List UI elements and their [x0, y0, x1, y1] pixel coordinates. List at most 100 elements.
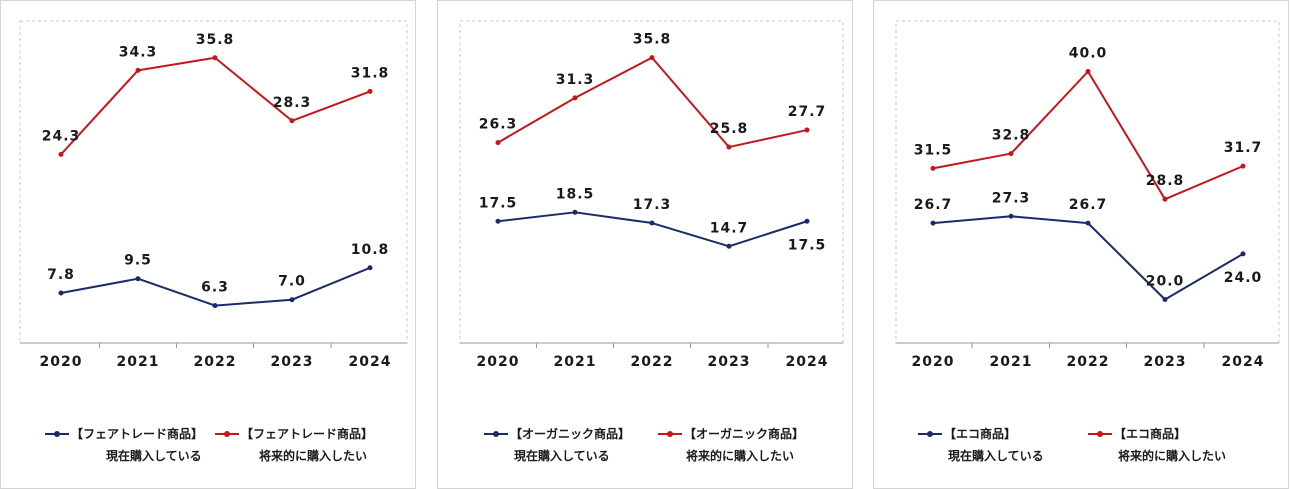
data-point: [1162, 297, 1168, 302]
data-point: [1008, 213, 1014, 219]
legend-label-line1: 【エコ商品】: [944, 427, 1017, 441]
chart-svg: 2020 2021 2022 2023 2024 17.5 18.5 17.3 14.7 17.5…: [459, 20, 844, 370]
legend-label-line1: 【オーガニック商品】: [684, 427, 805, 441]
data-point: [572, 95, 578, 101]
x-tick-label: 2021: [554, 354, 597, 370]
plot-area: [459, 20, 844, 344]
legend-swatch-future: [1088, 431, 1112, 437]
data-label: 34.3: [119, 44, 158, 60]
x-tick-label: 2024: [786, 354, 829, 370]
chart-panel-fairtrade: 2020 2021 2022 2023 2024 7.8 9.5 6.3 7.0 10.8 24.3…: [0, 0, 416, 489]
data-label: 26.7: [914, 197, 953, 213]
series-line-future: [932, 70, 1244, 201]
x-tick-label: 2023: [271, 354, 314, 370]
data-label: 31.3: [556, 72, 595, 88]
x-tick-label: 2022: [194, 354, 237, 370]
data-label: 27.7: [788, 104, 827, 120]
data-point: [58, 151, 64, 157]
data-point: [135, 276, 141, 282]
legend-label-line1: 【オーガニック商品】: [510, 427, 631, 441]
series-line-future: [497, 56, 808, 149]
data-label: 26.3: [479, 117, 518, 133]
data-label: 9.5: [124, 253, 152, 269]
legend-label-line1: 【フェアトレード商品】: [241, 427, 374, 441]
data-label: 28.3: [273, 95, 312, 111]
data-label: 10.8: [351, 242, 390, 258]
data-label: 35.8: [196, 32, 235, 48]
data-label: 6.3: [201, 280, 229, 296]
chart-svg: 2020 2021 2022 2023 2024 7.8 9.5 6.3 7.0 10.8 24.3…: [19, 20, 408, 370]
data-point: [212, 55, 218, 61]
legend-label-line1: 【エコ商品】: [1114, 427, 1187, 441]
data-label: 7.0: [278, 274, 306, 290]
data-point: [726, 144, 732, 150]
legend-label-line2: 現在購入している: [106, 449, 202, 463]
data-point: [1240, 163, 1246, 169]
chart-panel-organic: 2020 2021 2022 2023 2024 17.5 18.5 17.3 14.7 17.5…: [437, 0, 853, 489]
legend-label-line2: 現在購入している: [514, 449, 610, 463]
data-point: [495, 218, 501, 224]
data-point: [367, 88, 373, 94]
data-point: [289, 297, 295, 303]
data-label: 31.7: [1224, 140, 1263, 156]
legend-label-line1: 【フェアトレード商品】: [71, 427, 204, 441]
x-tick-label: 2021: [117, 354, 160, 370]
legend: 【オーガニック商品】 現在購入している 【オーガニック商品】 将来的に購入したい: [438, 425, 854, 465]
data-point: [804, 127, 810, 133]
x-tick-label: 2022: [1067, 354, 1110, 370]
x-tick-label: 2022: [631, 354, 674, 370]
data-point: [1240, 251, 1246, 257]
x-tick-label: 2024: [349, 354, 392, 370]
data-label: 27.3: [992, 190, 1031, 206]
data-point: [1162, 196, 1168, 202]
series-line-current: [497, 211, 808, 248]
x-tick-label: 2020: [477, 354, 520, 370]
x-tick-label: 2023: [708, 354, 751, 370]
data-label: 40.0: [1069, 46, 1108, 62]
legend-label-line2: 将来的に購入したい: [259, 449, 368, 463]
data-point: [1085, 69, 1091, 74]
chart-panel-eco: 2020 2021 2022 2023 2024 26.7 27.3 26.7 20.0 24.0…: [873, 0, 1289, 489]
data-point: [804, 218, 810, 224]
legend-swatch-future: [658, 431, 682, 437]
data-label: 17.3: [633, 197, 672, 213]
data-point: [1085, 220, 1091, 226]
data-point: [367, 265, 373, 271]
data-point: [58, 290, 64, 296]
x-tick-label: 2020: [40, 354, 83, 370]
data-label: 26.7: [1069, 197, 1108, 213]
legend-swatch-current: [484, 431, 508, 437]
data-point: [495, 140, 501, 146]
x-tick-label: 2023: [1144, 354, 1187, 370]
data-label: 20.0: [1146, 274, 1185, 290]
data-label: 32.8: [992, 128, 1031, 144]
data-label: 24.0: [1224, 270, 1263, 286]
data-point: [649, 55, 655, 61]
data-label: 18.5: [556, 186, 595, 202]
data-point: [212, 303, 218, 309]
data-label: 25.8: [710, 121, 749, 137]
legend-label-line2: 現在購入している: [948, 449, 1044, 463]
data-point: [135, 67, 141, 73]
x-tick-label: 2024: [1222, 354, 1265, 370]
data-label: 28.8: [1146, 173, 1185, 189]
legend-label-line2: 将来的に購入したい: [1118, 449, 1227, 463]
data-point: [649, 220, 655, 226]
data-point: [930, 220, 936, 226]
legend-swatch-future: [215, 431, 239, 437]
data-point: [726, 243, 732, 249]
x-tick-label: 2020: [912, 354, 955, 370]
data-label: 17.5: [479, 195, 518, 211]
chart-svg: 2020 2021 2022 2023 2024 26.7 27.3 26.7 20.0 24.0…: [895, 20, 1280, 370]
data-label: 35.8: [633, 32, 672, 48]
data-label: 17.5: [788, 237, 827, 253]
data-point: [930, 165, 936, 171]
data-label: 31.8: [351, 65, 390, 81]
series-line-future: [60, 56, 371, 156]
data-point: [289, 118, 295, 124]
legend: 【フェアトレード商品】 現在購入している 【フェアトレード商品】 将来的に購入し…: [1, 425, 417, 465]
legend: 【エコ商品】 現在購入している 【エコ商品】 将来的に購入したい: [874, 425, 1290, 465]
data-point: [1008, 151, 1014, 157]
data-label: 14.7: [710, 220, 749, 236]
data-label: 31.5: [914, 142, 953, 158]
